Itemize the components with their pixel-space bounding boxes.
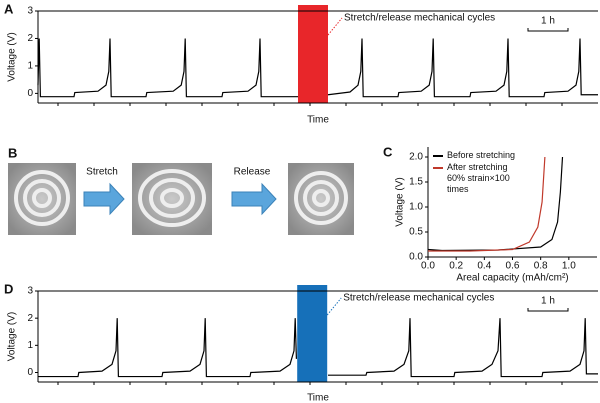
panel-label: A [4,1,14,16]
y-tick-label: 1.5 [409,177,423,188]
x-tick-label: 0.4 [477,261,491,272]
annotation: Stretch/release mechanical cycles [344,13,495,24]
stretch-band [298,5,328,103]
scale-bar [527,308,569,312]
y-tick-label: 2 [27,33,33,44]
panel-b: B Stretch Release [8,145,354,235]
y-tick-label: 3 [27,286,33,297]
arrow [83,182,125,216]
y-axis-label: Voltage (V) [395,177,406,226]
x-tick-label: 0.2 [449,261,463,272]
y-tick-label: 1 [27,340,33,351]
y-axis-label: Voltage (V) [7,312,18,361]
legend-label: Before stretching [447,150,516,160]
y-tick-label: 1.0 [409,202,423,213]
x-tick-label: 0.8 [534,261,548,272]
y-tick-label: 1 [27,61,33,72]
annotation-leader [326,297,342,316]
scale-bar-label: 1 h [541,16,555,27]
x-tick-label: 0.0 [421,261,435,272]
photo [288,163,354,235]
y-tick-label: 0 [27,88,33,99]
panel-label: C [383,144,393,159]
x-tick-label: 0.6 [506,261,520,272]
photo [8,163,76,235]
step-label: Release [234,167,271,178]
y-tick-label: 0 [27,367,33,378]
x-axis-label: Areal capacity (mAh/cm²) [456,273,568,284]
series-line [428,156,546,252]
photo [132,163,212,235]
voltage-line [38,318,598,378]
legend-swatch [433,167,443,169]
scale-bar-label: 1 h [541,296,555,307]
legend: Before stretching After stretching 60% st… [433,150,573,196]
y-tick-label: 0.5 [409,227,423,238]
y-tick-label: 3 [27,6,33,17]
arrow [231,182,277,216]
legend-entry: After stretching 60% strain×100 times [433,162,573,195]
stretch-band [297,285,328,382]
voltage-line [37,38,598,98]
x-axis-label: Time [307,115,329,126]
legend-label: After stretching 60% strain×100 times [447,162,510,194]
annotation: Stretch/release mechanical cycles [343,293,494,304]
scale-bar [527,28,569,32]
y-tick-label: 2.0 [409,152,423,163]
panel-label: D [4,281,13,296]
legend-entry: Before stretching [433,150,573,161]
y-tick-label: 2 [27,313,33,324]
x-axis-label: Time [307,393,329,403]
legend-swatch [433,155,443,157]
y-tick-label: 0.0 [409,252,423,263]
y-axis-label: Voltage (V) [7,32,18,81]
x-tick-label: 1.0 [562,261,576,272]
panel-label: B [8,145,17,160]
annotation-leader [327,17,343,36]
step-label: Stretch [86,167,118,178]
